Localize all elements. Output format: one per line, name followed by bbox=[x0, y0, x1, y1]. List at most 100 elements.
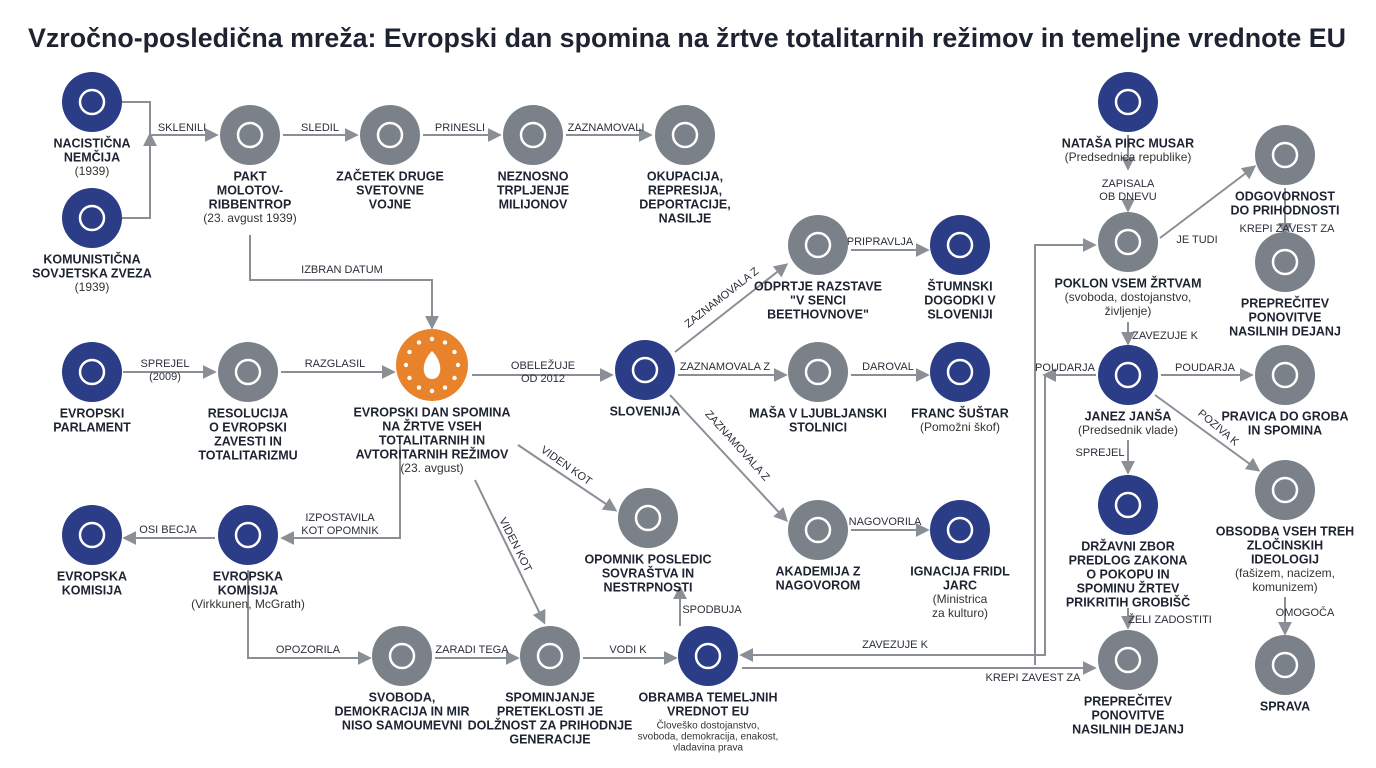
node-icon bbox=[694, 642, 722, 670]
node-note: Človeško dostojanstvo, bbox=[657, 719, 760, 732]
node-icon bbox=[1271, 141, 1299, 169]
node-icon bbox=[236, 121, 264, 149]
node-label: KOMISIJA bbox=[218, 583, 278, 597]
edge-label: OPOZORILA bbox=[276, 644, 341, 656]
edge-label: OBELEŽUJE bbox=[511, 359, 575, 372]
star-dot bbox=[442, 340, 448, 345]
node-circle bbox=[520, 626, 580, 686]
node-label: SPRAVA bbox=[1260, 699, 1310, 713]
star-dot bbox=[429, 388, 435, 394]
node-circle bbox=[360, 105, 420, 165]
node-circle bbox=[1255, 232, 1315, 292]
node-circle bbox=[1098, 212, 1158, 272]
edge-label: (2009) bbox=[149, 371, 181, 383]
node-label: TRPLJENJE bbox=[497, 183, 569, 197]
node-icon bbox=[804, 231, 832, 259]
node-label: JANEZ JANŠA bbox=[1085, 408, 1172, 423]
edge-line bbox=[1159, 165, 1257, 239]
node-circle bbox=[218, 342, 278, 402]
edge-line bbox=[474, 479, 546, 625]
node-circle bbox=[930, 215, 990, 275]
node-label: PREDLOG ZAKONA bbox=[1069, 553, 1188, 567]
node-label: VOJNE bbox=[369, 197, 411, 211]
edge-label: ŽELI ZADOSTITI bbox=[1128, 613, 1212, 626]
node-note: vladavina prava bbox=[673, 743, 743, 754]
edge-label: OMOGOČA bbox=[1276, 606, 1335, 619]
edge-label: OB DNEVU bbox=[1099, 191, 1157, 203]
node-sublabel: (Virkkunen, McGrath) bbox=[191, 597, 305, 611]
edge-line bbox=[739, 375, 1046, 662]
node-circle bbox=[218, 505, 278, 565]
edge-label: SKLENILI bbox=[158, 122, 206, 134]
node-label: NASILNIH DEJANJ bbox=[1072, 722, 1184, 736]
node-circle bbox=[1098, 630, 1158, 690]
node-label: PAKT bbox=[233, 169, 266, 183]
node-label: ODPRTJE RAZSTAVE bbox=[754, 279, 882, 293]
node-label: SVOBODA, bbox=[369, 690, 436, 704]
node-label: SVETOVNE bbox=[356, 183, 424, 197]
star-dot bbox=[429, 336, 435, 342]
node-sublabel: življenje) bbox=[1105, 304, 1152, 318]
node-label: KOMISIJA bbox=[62, 583, 122, 597]
node-circle bbox=[678, 626, 738, 686]
node-sublabel: (svoboda, dostojanstvo, bbox=[1065, 290, 1192, 304]
node-icon bbox=[519, 121, 547, 149]
node-circle bbox=[788, 215, 848, 275]
node-label: PREPREČITEV bbox=[1084, 693, 1173, 708]
node-label: AVTORITARNIH REŽIMOV bbox=[356, 446, 509, 461]
node-icon bbox=[376, 121, 404, 149]
edge-line bbox=[122, 132, 157, 219]
node-label: BEETHOVNOVE" bbox=[767, 307, 869, 321]
node-icon bbox=[1114, 88, 1142, 116]
node-label: NISO SAMOUMEVNI bbox=[342, 718, 462, 732]
node-circle bbox=[615, 340, 675, 400]
edge-label: ZAVEZUJE K bbox=[1132, 330, 1198, 342]
star-dot bbox=[442, 385, 448, 390]
node-label: GENERACIJE bbox=[509, 732, 590, 746]
edge-label: SPODBUJA bbox=[682, 604, 742, 616]
node-label: NA ŽRTVE VSEH bbox=[382, 418, 482, 433]
node-icon bbox=[1271, 651, 1299, 679]
star-dot bbox=[452, 349, 457, 355]
edge-label: SLEDIL bbox=[301, 122, 339, 134]
node-label: AKADEMIJA Z bbox=[776, 564, 861, 578]
node-sublabel: komunizem) bbox=[1252, 580, 1317, 594]
node-sublabel: (Predsednik vlade) bbox=[1078, 423, 1178, 437]
star-dot bbox=[455, 362, 461, 368]
node-label: TOTALITARIZMU bbox=[198, 448, 297, 462]
node-icon bbox=[1114, 646, 1142, 674]
node-label: O POKOPU IN bbox=[1086, 567, 1169, 581]
edge-label: PRIPRAVLJA bbox=[847, 236, 914, 248]
node-icon bbox=[234, 358, 262, 386]
node-label: SLOVENIJI bbox=[927, 307, 992, 321]
node-icon bbox=[1271, 361, 1299, 389]
node-sublabel: (fašizem, nacizem, bbox=[1235, 566, 1335, 580]
node-circle bbox=[788, 342, 848, 402]
edge-line bbox=[1154, 394, 1261, 472]
node-label: SPOMINU ŽRTEV bbox=[1077, 580, 1180, 595]
node-label: NESTRPNOSTI bbox=[604, 580, 693, 594]
node-label: PARLAMENT bbox=[53, 420, 131, 434]
edge-label: OSI BECJA bbox=[139, 524, 197, 536]
node-label: ŠTUMNSKI bbox=[927, 278, 992, 293]
edge-line bbox=[517, 444, 618, 512]
node-icon bbox=[78, 521, 106, 549]
star-dot bbox=[452, 375, 457, 381]
node-icon bbox=[536, 642, 564, 670]
node-sublabel: (1939) bbox=[75, 164, 110, 178]
edge-label: VODI K bbox=[609, 644, 647, 656]
node-label: NACISTIČNA bbox=[53, 135, 130, 150]
node-icon bbox=[1114, 361, 1142, 389]
title: Vzročno-posledična mreža: Evropski dan s… bbox=[28, 23, 1346, 53]
node-label: DOLŽNOST ZA PRIHODNJE bbox=[468, 717, 633, 732]
node-label: DOGODKI V bbox=[924, 293, 996, 307]
node-label: MAŠA V LJUBLJANSKI bbox=[749, 405, 887, 420]
node-icon bbox=[388, 642, 416, 670]
star-dot bbox=[403, 362, 409, 368]
edge-line bbox=[280, 445, 401, 545]
node-sublabel: (Ministrica bbox=[933, 592, 988, 606]
node-label: FRANC ŠUŠTAR bbox=[911, 405, 1009, 420]
node-circle bbox=[62, 505, 122, 565]
edge-label: NAGOVORILA bbox=[849, 516, 922, 528]
node-label: EVROPSKA bbox=[57, 569, 127, 583]
